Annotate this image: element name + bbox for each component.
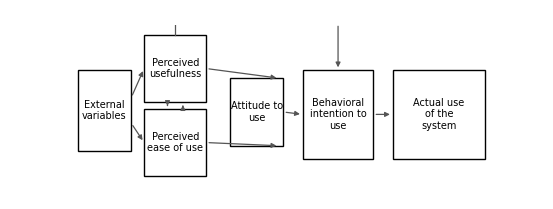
Bar xyxy=(144,109,206,176)
Text: Perceived
usefulness: Perceived usefulness xyxy=(149,58,201,79)
Text: Perceived
ease of use: Perceived ease of use xyxy=(147,132,203,153)
Bar xyxy=(230,78,283,146)
Bar xyxy=(144,35,206,102)
Bar xyxy=(302,70,373,159)
Text: Actual use
of the
system: Actual use of the system xyxy=(413,98,465,131)
Bar xyxy=(77,70,131,151)
Text: Attitude to
use: Attitude to use xyxy=(231,101,283,123)
Text: External
variables: External variables xyxy=(82,99,127,121)
Bar xyxy=(393,70,485,159)
Text: Behavioral
intention to
use: Behavioral intention to use xyxy=(310,98,367,131)
